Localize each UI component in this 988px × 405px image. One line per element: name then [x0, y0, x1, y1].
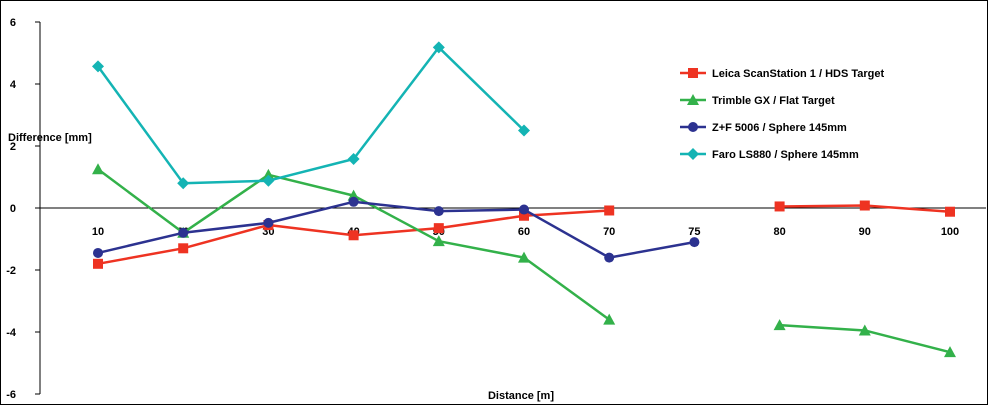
data-point-circle [688, 122, 698, 132]
x-tick-label: 90 [859, 226, 871, 238]
data-point-triangle [773, 319, 786, 331]
legend-label: Z+F 5006 / Sphere 145mm [712, 122, 847, 134]
series-line [97, 200, 695, 259]
y-tick-label: 6 [10, 17, 16, 29]
y-tick-label: -6 [6, 389, 16, 401]
data-point-triangle [262, 168, 275, 180]
data-point-circle [689, 237, 700, 248]
y-tick-label: 0 [10, 203, 16, 215]
data-point-square [93, 258, 103, 269]
data-point-circle [263, 217, 274, 228]
data-point-diamond [347, 153, 360, 166]
data-point-square [774, 201, 785, 212]
x-tick-label: 100 [941, 226, 959, 238]
data-point-circle [519, 204, 529, 215]
x-axis-title: Distance [m] [488, 390, 554, 402]
data-point-diamond [262, 174, 275, 187]
y-tick-label: -2 [6, 265, 16, 277]
data-point-triangle [518, 251, 530, 263]
series-line [96, 46, 525, 185]
legend-label: Leica ScanStation 1 / HDS Target [712, 68, 885, 80]
legend-item: Leica ScanStation 1 / HDS Target [680, 68, 885, 80]
data-point-diamond [518, 124, 530, 137]
data-point-square [178, 243, 189, 254]
data-point-square [433, 223, 444, 234]
y-tick-label: 4 [10, 79, 17, 91]
data-point-diamond [177, 177, 190, 190]
data-point-square [945, 206, 955, 217]
y-tick-label: -4 [6, 327, 17, 339]
data-point-circle [178, 227, 189, 238]
series-layer [92, 41, 956, 358]
y-axis-ticks: 6 4 2 0 -2 -4 -6 [6, 17, 40, 401]
legend-item: Trimble GX / Flat Target [680, 94, 835, 107]
x-tick-label: 70 [603, 226, 615, 238]
y-axis-title: Difference [mm] [8, 132, 92, 144]
data-point-square [604, 205, 615, 216]
y-tick-label: 2 [10, 141, 16, 153]
x-tick-label: 80 [773, 226, 785, 238]
legend: Leica ScanStation 1 / HDS Target Trimble … [680, 68, 885, 161]
data-point-triangle [92, 163, 104, 175]
data-point-triangle [603, 313, 616, 325]
x-tick-label: 60 [518, 226, 530, 238]
data-point-square [519, 210, 529, 221]
x-tick-label: 75 [688, 226, 700, 238]
data-point-square [688, 68, 698, 78]
data-point-triangle [432, 235, 445, 247]
series-3 [93, 196, 700, 263]
legend-item: Z+F 5006 / Sphere 145mm [680, 122, 847, 134]
data-point-diamond [687, 148, 699, 160]
x-tick-label: 10 [92, 226, 104, 238]
legend-label: Faro LS880 / Sphere 145mm [712, 149, 859, 161]
data-point-triangle [858, 324, 871, 336]
data-point-triangle [687, 94, 699, 105]
data-point-circle [348, 196, 359, 207]
data-point-diamond [92, 60, 104, 73]
legend-label: Trimble GX / Flat Target [712, 95, 835, 107]
data-point-triangle [944, 346, 956, 358]
data-point-circle [93, 247, 103, 258]
data-point-circle [604, 252, 615, 263]
series-4 [92, 41, 530, 190]
data-point-square [348, 230, 359, 241]
legend-item: Faro LS880 / Sphere 145mm [680, 148, 859, 161]
data-point-square [859, 200, 870, 211]
data-point-circle [433, 206, 444, 217]
data-point-diamond [432, 41, 445, 54]
